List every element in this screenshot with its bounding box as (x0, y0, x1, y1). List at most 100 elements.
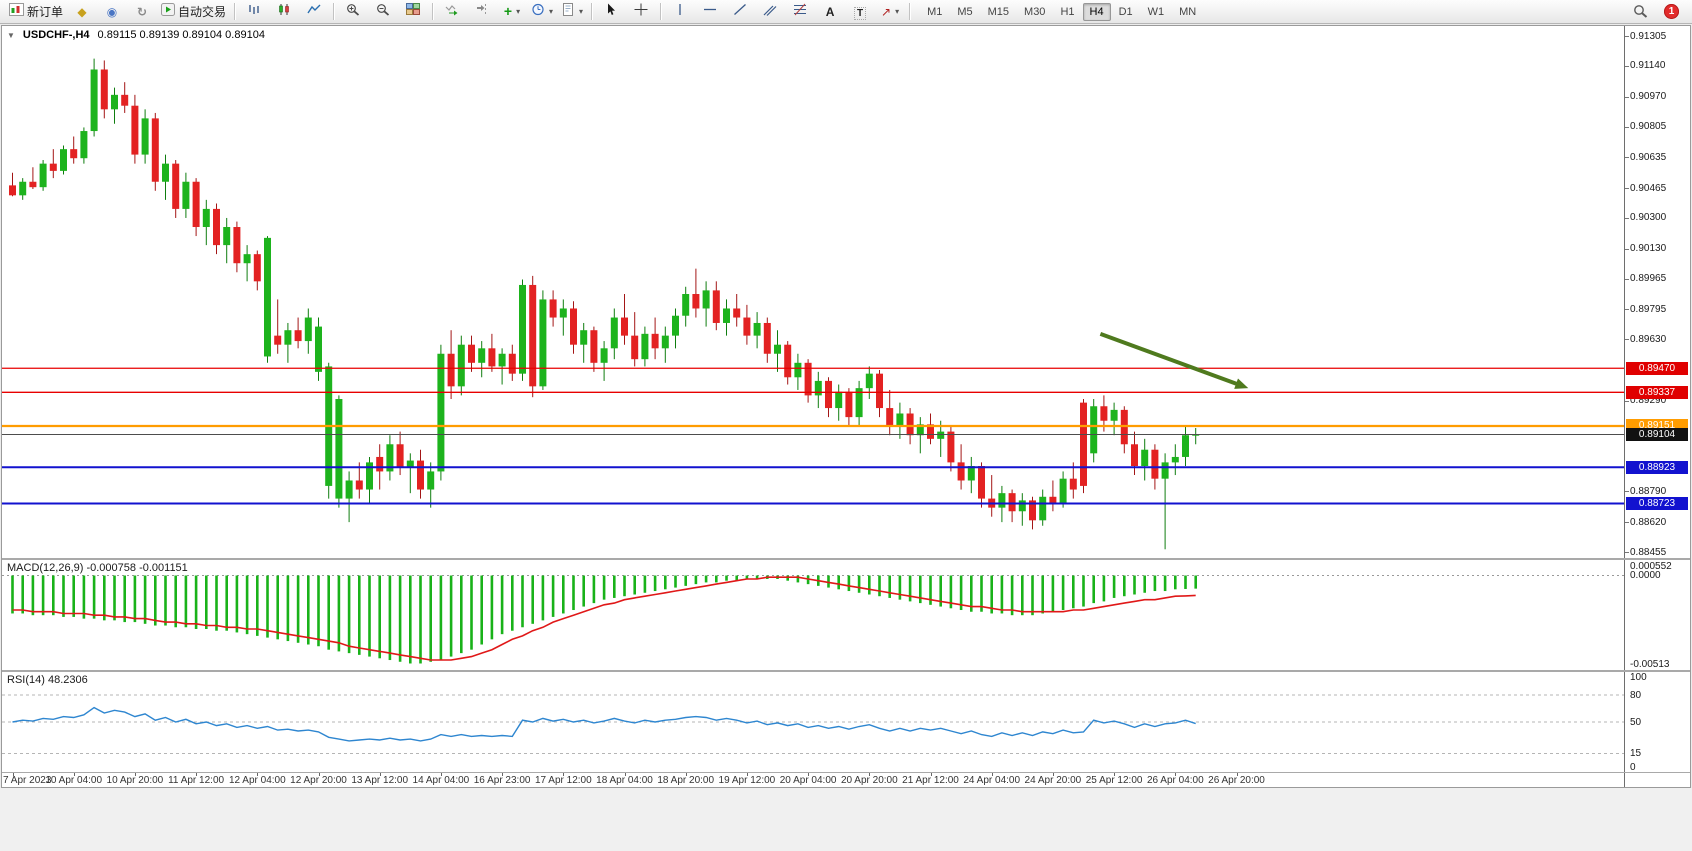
candle-body (1039, 496, 1047, 521)
mql5-refresh-button[interactable]: ↻ (127, 1, 157, 23)
macd-bar (806, 575, 810, 585)
timeframe-d1-button[interactable]: D1 (1118, 5, 1133, 18)
candle-body (723, 308, 730, 323)
macd-chart (2, 575, 1624, 664)
panel-splitter[interactable] (2, 558, 1690, 560)
notification-badge[interactable]: 1 (1664, 4, 1679, 19)
horizontal-line-button[interactable] (695, 1, 725, 23)
time-tick (685, 773, 687, 776)
periods-button[interactable]: ▾ (527, 1, 557, 23)
text-icon: A (825, 4, 835, 19)
macd-bar (878, 575, 881, 597)
time-tick-label: 10 Apr 20:00 (106, 775, 164, 786)
price-tick-label: 0.89965 (1630, 273, 1667, 285)
zoom-out-button[interactable] (368, 1, 398, 23)
candle-body (519, 284, 526, 374)
candle-body (9, 185, 16, 196)
macd-bar (1051, 575, 1055, 612)
vertical-line-button[interactable] (665, 1, 695, 23)
new-order-button[interactable]: 新订单 (5, 1, 67, 23)
search-button[interactable] (1625, 1, 1655, 23)
candle-body (702, 290, 710, 309)
cursor-button[interactable] (596, 1, 626, 23)
macd-bar (643, 575, 647, 593)
text-button[interactable]: A (815, 1, 845, 23)
candlestick-mode-button[interactable] (269, 1, 299, 23)
candle-body (386, 444, 394, 472)
candle-body (1161, 462, 1169, 479)
crosshair-button[interactable] (626, 1, 656, 23)
macd-bar (511, 575, 514, 631)
candle-body (1008, 493, 1016, 512)
candle-body (233, 227, 241, 264)
timeframe-m5-button[interactable]: M5 (957, 5, 973, 18)
timeframe-w1-button[interactable]: W1 (1147, 5, 1165, 18)
candle-body (835, 391, 843, 409)
candle-body (549, 299, 557, 318)
time-tick-label: 18 Apr 04:00 (596, 775, 653, 786)
toolbar-separator (432, 3, 434, 20)
price-axis[interactable]: 0.91305 0.91140 0.90970 0.90805 0.90635 0.904… (1624, 26, 1690, 787)
candle-body (70, 149, 78, 159)
auto-scroll-button[interactable] (437, 1, 467, 23)
timeframe-m1-button[interactable]: M1 (927, 5, 943, 18)
templates-button[interactable]: ▾ (557, 1, 587, 23)
candle-body (182, 181, 190, 209)
toolbar-separator (333, 3, 335, 20)
bar-chart-mode-button[interactable] (239, 1, 269, 23)
line-chart-mode-button[interactable] (299, 1, 329, 23)
macd-bar (419, 575, 422, 664)
price-axis-tick (1625, 248, 1629, 250)
panel-splitter[interactable] (2, 772, 1690, 773)
macd-bar (174, 575, 177, 628)
metaeditor-button[interactable]: ◆ (67, 1, 97, 23)
panel-splitter[interactable] (2, 670, 1690, 672)
tile-windows-button[interactable] (398, 1, 428, 23)
time-tick (134, 773, 136, 776)
timeframe-m15-button[interactable]: M15 (987, 5, 1010, 18)
community-button[interactable]: ◉ (97, 1, 127, 23)
macd-bar (62, 575, 65, 617)
text-label-button[interactable]: T (845, 1, 875, 23)
price-chart-panel: ▼ USDCHF-,H4 0.89115 0.89139 0.89104 0.8… (2, 26, 1624, 558)
fibonacci-retracement-button[interactable] (785, 1, 815, 23)
timeframe-h1-button[interactable]: H1 (1060, 5, 1075, 18)
timeframe-mn-button[interactable]: MN (1179, 5, 1197, 18)
time-tick-label: 21 Apr 12:00 (902, 775, 959, 786)
candle-body (417, 460, 424, 490)
zoom-in-button[interactable] (338, 1, 368, 23)
trendline-button[interactable] (725, 1, 755, 23)
auto-trading-button[interactable]: 自动交易 (157, 1, 230, 23)
chart-shift-button[interactable] (467, 1, 497, 23)
time-axis[interactable]: 7 Apr 2023 10 Apr 04:00 10 Apr 20:00 11 Apr… (2, 773, 1624, 787)
toolbar-separator (660, 3, 662, 20)
trend-arrow-annotation[interactable] (1099, 331, 1242, 388)
candle-body (682, 294, 690, 316)
macd-bar (368, 575, 371, 657)
price-axis-tick (1625, 36, 1629, 37)
equidistant-channel-button[interactable] (755, 1, 785, 23)
time-tick-label: 12 Apr 20:00 (290, 775, 347, 786)
candle-body (600, 348, 608, 363)
indicators-button[interactable]: + ▾ (497, 1, 527, 23)
candle-body (315, 326, 322, 372)
macd-bar (919, 575, 922, 604)
candle-body (794, 362, 802, 378)
price-tick-label: 0.90635 (1630, 151, 1667, 163)
rsi-line (12, 706, 1196, 742)
one-click-trading-toggle[interactable]: ▼ (7, 30, 15, 40)
timeframe-m30-button[interactable]: M30 (1024, 5, 1046, 18)
timeframe-h4-button[interactable]: H4 (1082, 2, 1111, 21)
neworder-icon (9, 2, 24, 21)
linechart-icon (307, 3, 321, 21)
macd-bar (1072, 575, 1075, 609)
candle-body (1110, 409, 1118, 421)
new-order-label: 新订单 (27, 5, 64, 19)
candle-body (488, 348, 496, 367)
candle-body (49, 163, 57, 171)
macd-bar (409, 575, 412, 664)
candle-body (1171, 456, 1179, 463)
macd-bar (1143, 575, 1146, 593)
arrow-objects-button[interactable]: ↗ ▾ (875, 1, 905, 23)
